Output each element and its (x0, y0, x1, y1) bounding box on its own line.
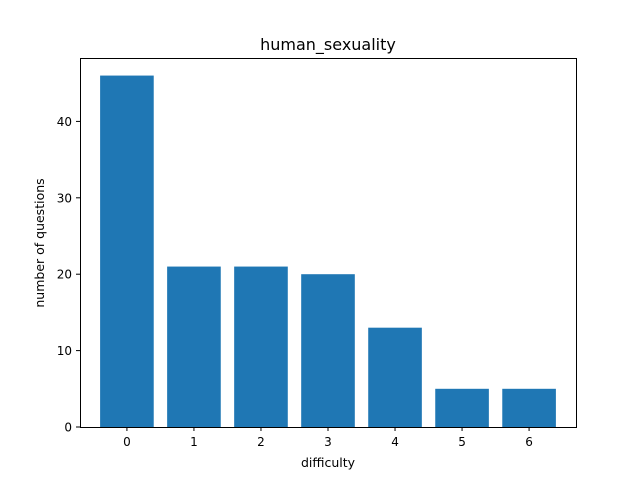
bar-6 (502, 388, 556, 427)
x-tick-label: 0 (123, 435, 131, 449)
x-axis-label: difficulty (301, 455, 356, 470)
y-axis-ticks: 0 10 20 30 40 (57, 115, 80, 435)
bar-3 (301, 274, 355, 427)
x-tick-label: 3 (324, 435, 332, 449)
bar-2 (234, 266, 288, 427)
chart-title: human_sexuality (260, 35, 396, 55)
y-tick-label: 20 (57, 268, 72, 282)
y-tick-label: 10 (57, 344, 72, 358)
y-tick-label: 0 (64, 421, 72, 435)
x-tick-label: 5 (458, 435, 466, 449)
bar-4 (368, 327, 422, 427)
y-tick-label: 30 (57, 191, 72, 205)
x-axis-ticks: 0 1 2 3 4 5 6 (123, 427, 533, 449)
x-tick-label: 2 (257, 435, 265, 449)
y-tick-label: 40 (57, 115, 72, 129)
bar-0 (100, 75, 154, 428)
x-tick-label: 1 (190, 435, 198, 449)
x-tick-label: 6 (525, 435, 533, 449)
bar-1 (167, 266, 221, 427)
plot-frame (80, 58, 577, 428)
bars (100, 75, 556, 428)
x-tick-label: 4 (391, 435, 399, 449)
y-axis-label: number of questions (32, 178, 47, 307)
bar-5 (435, 388, 489, 427)
